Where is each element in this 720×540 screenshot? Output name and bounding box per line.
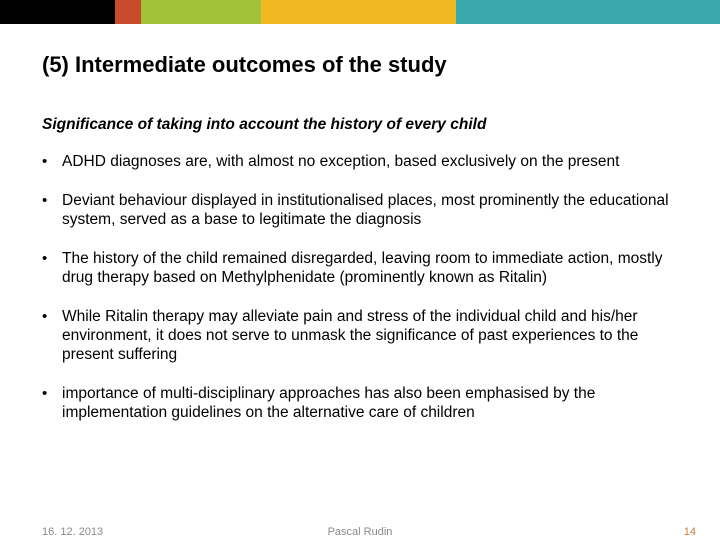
bullet-marker: • xyxy=(42,307,62,326)
bullet-item: • Deviant behaviour displayed in institu… xyxy=(42,191,678,229)
topbar-seg-3 xyxy=(261,0,456,24)
bullet-text: Deviant behaviour displayed in instituti… xyxy=(62,191,678,229)
bullet-text: While Ritalin therapy may alleviate pain… xyxy=(62,307,678,364)
bullet-text: ADHD diagnoses are, with almost no excep… xyxy=(62,152,678,171)
bullet-marker: • xyxy=(42,249,62,268)
topbar-seg-1 xyxy=(115,0,141,24)
bullet-text: importance of multi-disciplinary approac… xyxy=(62,384,678,422)
bullet-list: • ADHD diagnoses are, with almost no exc… xyxy=(42,152,678,422)
topbar-seg-2 xyxy=(141,0,261,24)
top-color-bar xyxy=(0,0,720,24)
slide: (5) Intermediate outcomes of the study S… xyxy=(0,0,720,540)
footer-author: Pascal Rudin xyxy=(0,526,720,538)
bullet-text: The history of the child remained disreg… xyxy=(62,249,678,287)
slide-title: (5) Intermediate outcomes of the study xyxy=(42,52,720,78)
topbar-seg-0 xyxy=(0,0,115,24)
bullet-marker: • xyxy=(42,152,62,171)
bullet-marker: • xyxy=(42,384,62,403)
slide-subtitle: Significance of taking into account the … xyxy=(42,116,720,134)
footer-page-number: 14 xyxy=(684,526,696,538)
bullet-item: • ADHD diagnoses are, with almost no exc… xyxy=(42,152,678,171)
bullet-marker: • xyxy=(42,191,62,210)
bullet-item: • importance of multi-disciplinary appro… xyxy=(42,384,678,422)
bullet-item: • The history of the child remained disr… xyxy=(42,249,678,287)
bullet-item: • While Ritalin therapy may alleviate pa… xyxy=(42,307,678,364)
topbar-seg-4 xyxy=(456,0,720,24)
